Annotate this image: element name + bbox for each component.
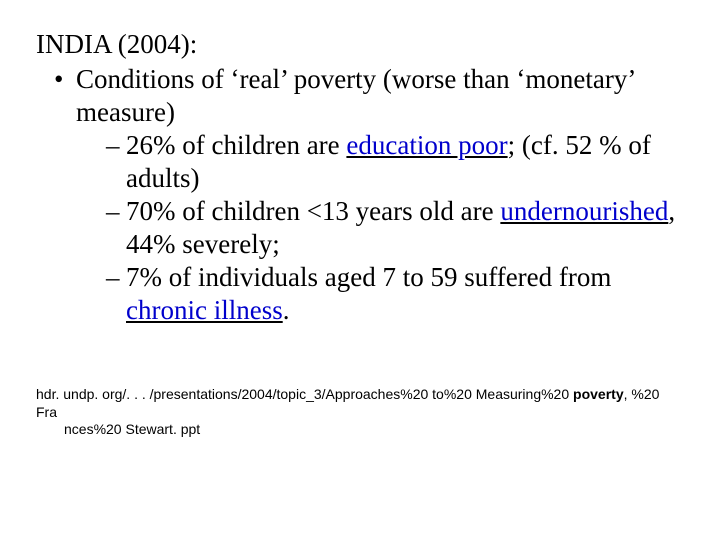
citation-bold: poverty — [573, 386, 624, 402]
dash-text-pre: 70% of children <13 years old are — [126, 196, 500, 226]
citation-line2: nces%20 Stewart. ppt — [36, 421, 684, 439]
citation-part-a: hdr. undp. org/. . . /presentations/2004… — [36, 386, 573, 402]
term-undernourished: undernourished — [500, 196, 668, 226]
slide-heading: INDIA (2004): — [36, 28, 684, 61]
bullet-item: Conditions of ‘real’ poverty (worse than… — [58, 63, 684, 327]
slide: INDIA (2004): Conditions of ‘real’ pover… — [0, 0, 720, 540]
dash-item: 70% of children <13 years old are undern… — [106, 195, 684, 261]
bullet-lead-text: Conditions of ‘real’ poverty (worse than… — [76, 64, 634, 127]
term-chronic-illness: chronic illness — [126, 295, 283, 325]
term-education-poor: education poor — [346, 130, 507, 160]
dash-item: 7% of individuals aged 7 to 59 suffered … — [106, 261, 684, 327]
source-citation: hdr. undp. org/. . . /presentations/2004… — [36, 386, 684, 439]
bullet-list: Conditions of ‘real’ poverty (worse than… — [36, 63, 684, 327]
dash-list: 26% of children are education poor; (cf.… — [76, 129, 684, 327]
dash-text-pre: 7% of individuals aged 7 to 59 suffered … — [126, 262, 611, 292]
dash-item: 26% of children are education poor; (cf.… — [106, 129, 684, 195]
dash-text-pre: 26% of children are — [126, 130, 346, 160]
dash-text-post: . — [283, 295, 290, 325]
